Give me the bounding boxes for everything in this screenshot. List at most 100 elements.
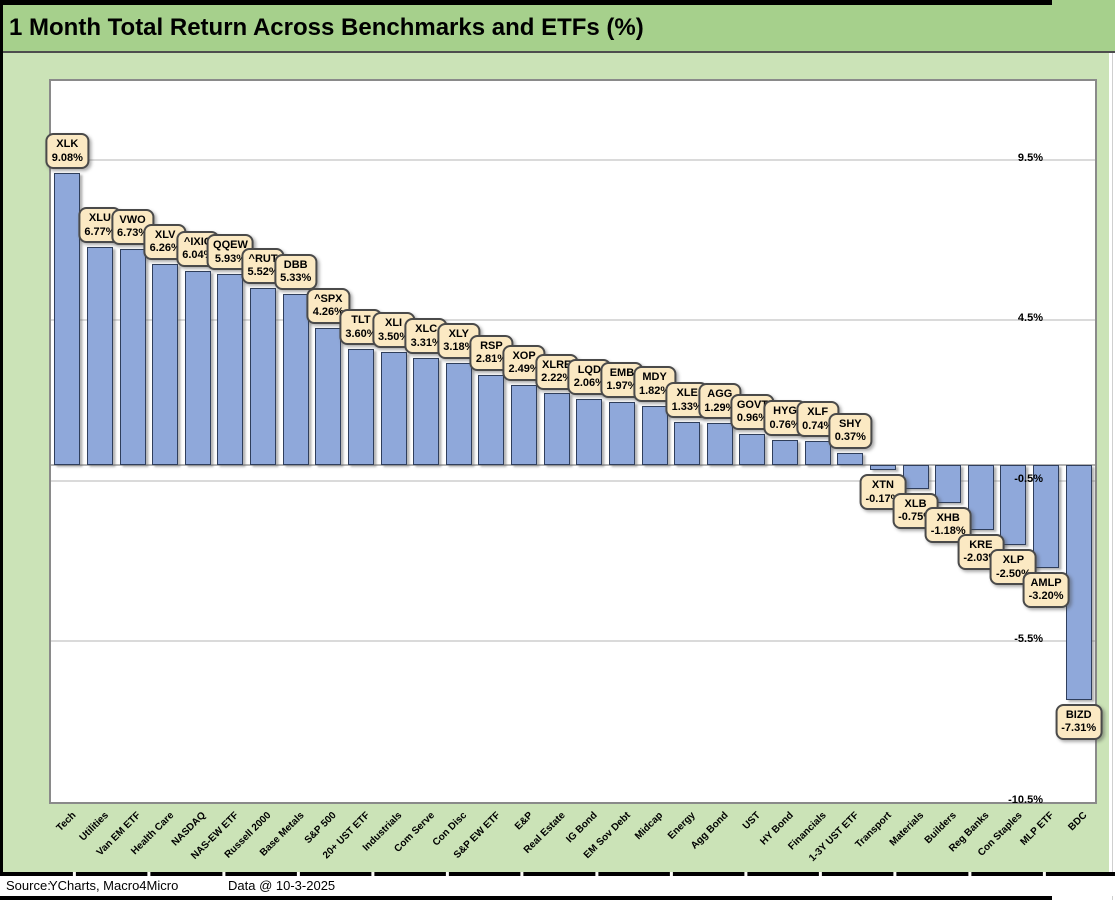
bar-xop xyxy=(511,384,538,465)
data-callout-amlp: AMLP -3.20% xyxy=(1022,571,1070,608)
gridline-5-5 xyxy=(51,640,1095,643)
top-border xyxy=(0,0,1052,5)
callout-value: 2.81% xyxy=(475,353,508,366)
callout-ticker: GOVT xyxy=(736,398,769,411)
callout-value: -7.31% xyxy=(1061,722,1097,735)
bar-dbb xyxy=(282,293,309,465)
callout-ticker: VWO xyxy=(119,213,146,226)
bar-kre xyxy=(967,464,994,530)
callout-value: 6.04% xyxy=(182,249,214,262)
callout-ticker: KRE xyxy=(969,538,993,551)
bar-xlf xyxy=(804,441,831,465)
y-axis-tick-0-5: -0.5% xyxy=(1014,472,1043,485)
bar-emb xyxy=(608,401,635,465)
y-axis-tick-10-5: -10.5% xyxy=(1008,794,1043,806)
callout-value: -0.17% xyxy=(865,492,901,505)
source-label: Source: xyxy=(6,878,51,893)
gridline-0-5 xyxy=(51,479,1095,482)
bar-govt xyxy=(739,433,766,465)
bar-xle xyxy=(674,422,701,465)
zero-axis-line xyxy=(51,464,1095,466)
callout-ticker: XLB xyxy=(904,497,927,510)
callout-ticker: XOP xyxy=(512,349,536,362)
callout-ticker: XLC xyxy=(415,323,438,336)
callout-ticker: HYG xyxy=(773,405,797,418)
bar-xlre xyxy=(543,393,570,465)
bar-xlb xyxy=(902,464,929,489)
bar-vwo xyxy=(119,248,146,465)
callout-value: 0.76% xyxy=(769,418,801,431)
callout-value: 4.26% xyxy=(312,306,344,319)
callout-ticker: EMB xyxy=(609,366,635,379)
callout-ticker: XLU xyxy=(88,212,111,225)
callout-value: 1.82% xyxy=(638,384,671,397)
callout-ticker: XLE xyxy=(676,387,698,400)
bar-xlv xyxy=(152,263,179,465)
data-callout-shy: SHY 0.37% xyxy=(828,412,872,449)
bar-xlc xyxy=(413,358,440,465)
callout-ticker: MDY xyxy=(642,371,667,384)
callout-value: 2.06% xyxy=(573,377,605,390)
callout-ticker: BIZD xyxy=(1065,708,1092,721)
callout-value: -3.20% xyxy=(1028,590,1064,603)
bar-rsp xyxy=(478,374,505,465)
callout-value: 5.52% xyxy=(247,266,279,279)
callout-value: 3.50% xyxy=(377,330,410,343)
bar-bizd xyxy=(1065,464,1092,700)
callout-ticker: XHB xyxy=(936,511,960,524)
callout-value: 2.22% xyxy=(541,372,573,384)
callout-ticker: XLP xyxy=(1002,554,1025,567)
callout-value: 6.73% xyxy=(116,227,149,240)
bar-amlp xyxy=(1033,464,1060,568)
data-callout-xlk: XLK 9.08% xyxy=(45,133,89,170)
left-border xyxy=(0,0,3,900)
callout-ticker: XTN xyxy=(871,479,894,492)
source-value: YCharts, Macro4Micro xyxy=(49,878,179,893)
callout-value: 3.31% xyxy=(410,336,442,349)
footer: Source: YCharts, Macro4Micro Data @ 10-3… xyxy=(0,876,1115,896)
bar-hyg xyxy=(772,440,799,465)
y-axis-tick-9-5: 9.5% xyxy=(1017,151,1043,164)
callout-value: 3.18% xyxy=(443,341,475,354)
callout-ticker: ^IXIC xyxy=(183,235,212,248)
callout-value: 0.74% xyxy=(802,419,834,432)
data-callout-bizd: BIZD -7.31% xyxy=(1055,703,1103,740)
callout-ticker: XLY xyxy=(448,327,470,340)
data-date: Data @ 10-3-2025 xyxy=(228,878,336,893)
bar-mdy xyxy=(641,406,668,465)
footer-separator-line xyxy=(0,872,1115,876)
callout-value: 2.49% xyxy=(508,363,540,376)
bar-xlp xyxy=(1000,464,1027,546)
bar-xly xyxy=(445,362,472,465)
bar-agg xyxy=(706,423,733,465)
callout-value: -0.75% xyxy=(898,511,933,524)
callout-ticker: AMLP xyxy=(1030,576,1062,589)
callout-value: -2.50% xyxy=(996,567,1031,580)
bar-xhb xyxy=(935,464,962,503)
bar-xtn xyxy=(869,464,896,471)
chart-title-bar: 1 Month Total Return Across Benchmarks a… xyxy=(0,0,1115,53)
callout-ticker: ^RUT xyxy=(248,252,278,265)
callout-ticker: XLK xyxy=(56,138,79,151)
data-callout-dbb: DBB 5.33% xyxy=(274,253,318,290)
chart-title: 1 Month Total Return Across Benchmarks a… xyxy=(9,13,644,41)
callout-ticker: LQD xyxy=(577,363,601,376)
callout-value: 9.08% xyxy=(51,151,83,164)
callout-value: 5.93% xyxy=(214,252,247,265)
data-callout-xhb: XHB -1.18% xyxy=(924,506,972,543)
callout-value: -2.03% xyxy=(963,552,999,565)
callout-value: 0.37% xyxy=(834,431,866,444)
callout-ticker: ^SPX xyxy=(314,292,343,305)
bar-lqd xyxy=(576,398,603,465)
callout-value: 6.26% xyxy=(149,242,181,255)
callout-ticker: XLV xyxy=(154,228,176,241)
callout-value: 3.60% xyxy=(345,327,377,340)
bar-xli xyxy=(380,352,407,465)
bottom-border xyxy=(0,896,1052,900)
right-edge-gridline xyxy=(1112,53,1113,900)
bar-qqew xyxy=(217,274,244,465)
y-axis-tick-4-5: 4.5% xyxy=(1017,312,1043,325)
plot-area: XLK 9.08% XLU 6.77% VWO 6.73% XLV 6.26% ^IXIC 6.0… xyxy=(45,79,1103,804)
callout-value: 1.29% xyxy=(704,401,736,414)
